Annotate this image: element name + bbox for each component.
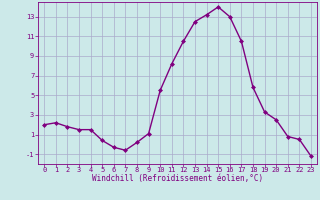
X-axis label: Windchill (Refroidissement éolien,°C): Windchill (Refroidissement éolien,°C)	[92, 174, 263, 183]
